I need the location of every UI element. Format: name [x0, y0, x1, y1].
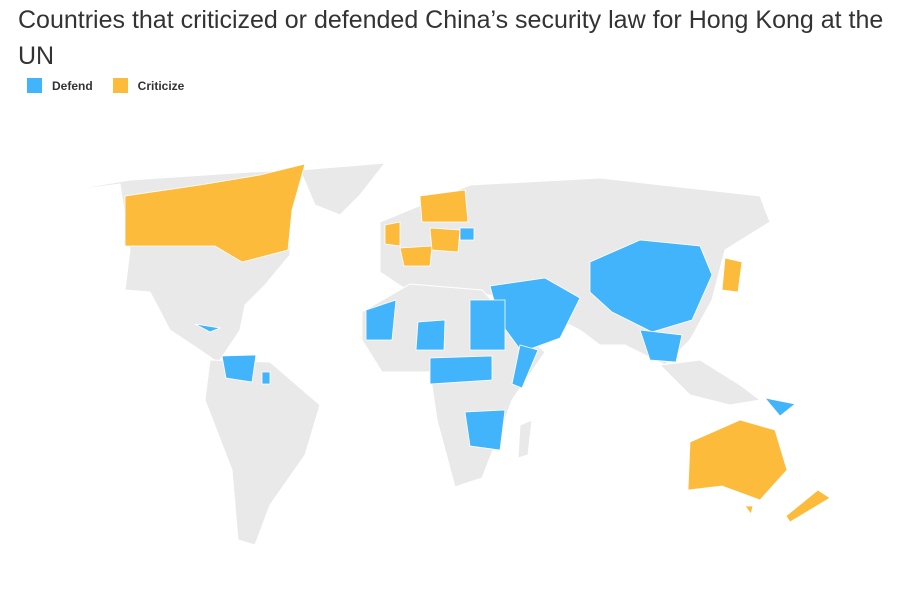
region	[721, 257, 743, 293]
criticize-regions	[124, 163, 831, 523]
land	[204, 359, 321, 546]
chart-title: Countries that criticized or defended Ch…	[18, 6, 884, 70]
region	[687, 419, 788, 501]
land	[299, 162, 387, 216]
region	[384, 221, 401, 247]
land	[658, 359, 762, 406]
defend-regions	[194, 227, 796, 451]
region	[124, 163, 306, 263]
region	[399, 245, 433, 267]
region	[429, 355, 493, 385]
legend-item: Criticize	[112, 78, 185, 93]
legend-label: Defend	[52, 78, 93, 93]
region	[763, 397, 796, 417]
land	[517, 419, 533, 459]
region	[469, 299, 506, 351]
legend-label: Criticize	[137, 78, 185, 93]
legend-swatch	[112, 78, 128, 93]
legend: Defend Criticize	[27, 78, 184, 93]
legend-item: Defend	[27, 78, 93, 93]
region	[419, 189, 469, 223]
region	[785, 489, 831, 523]
region	[221, 354, 257, 383]
region	[459, 227, 475, 241]
region	[415, 319, 446, 351]
region	[639, 329, 683, 363]
legend-swatch	[27, 78, 42, 93]
region	[194, 323, 222, 333]
region	[464, 409, 506, 451]
region	[261, 371, 271, 385]
region	[744, 505, 754, 515]
region	[589, 239, 713, 333]
region	[511, 344, 539, 389]
region	[365, 299, 397, 341]
region	[429, 227, 461, 253]
